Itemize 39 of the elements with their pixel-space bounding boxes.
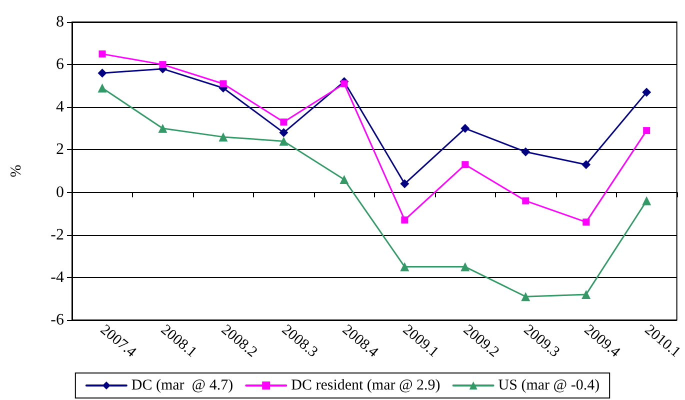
point [220,80,227,88]
y-tick-label: -6 [50,312,64,328]
point [98,50,106,58]
y-tick-label: 8 [56,14,64,30]
point [460,124,470,133]
point [159,61,166,68]
point [400,179,410,188]
y-tick-label: 6 [56,56,64,74]
point [642,88,652,97]
y-axis-title: % [8,164,24,178]
point [642,196,652,206]
point [401,216,408,224]
y-tick-label: -4 [50,268,64,286]
point [98,68,107,78]
y-tick-label: 2 [56,141,64,158]
point [521,147,530,156]
y-tick-label: 0 [56,184,64,201]
point [462,161,469,168]
point [218,132,228,142]
point [98,83,107,92]
legend-label: US (mar @ -0.4) [498,378,600,394]
point [279,128,288,138]
point [279,136,288,146]
point [521,292,530,302]
point [460,262,470,272]
legend-label: DC resident (mar @ 2.9) [291,378,440,394]
point [280,118,288,126]
point [522,197,530,204]
point [158,124,168,133]
legend-label: DC (mar @ 4.7) [131,378,234,394]
y-tick-label: -2 [50,226,64,244]
point [582,218,590,226]
point [340,175,349,184]
point [582,290,591,299]
point [340,80,348,88]
point [643,127,650,134]
point [400,262,410,272]
y-tick-label: 4 [56,98,64,116]
point [582,160,591,170]
